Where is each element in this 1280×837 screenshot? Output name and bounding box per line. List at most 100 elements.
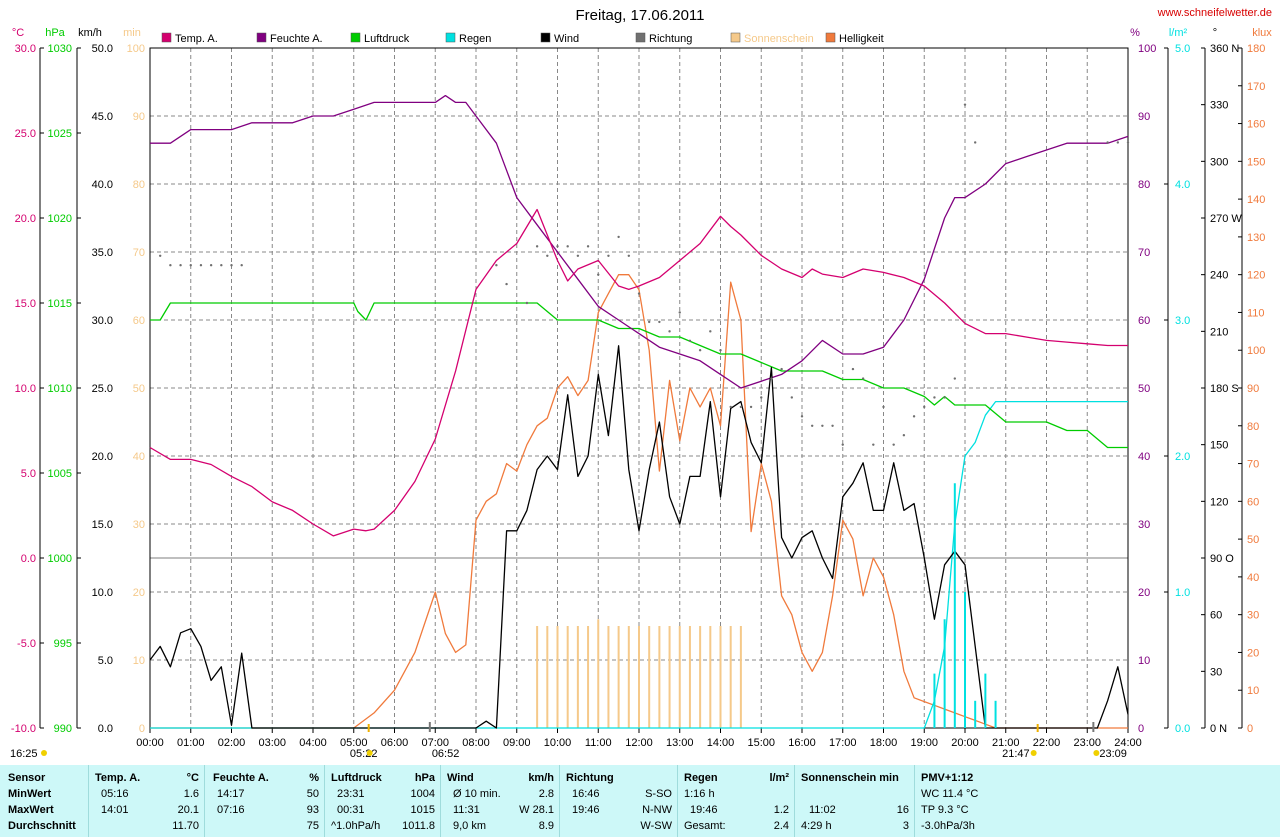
series-richtung-point [831, 424, 834, 427]
series-richtung-point [841, 443, 844, 446]
series-richtung-point [607, 254, 610, 257]
lux-axis-tick: 90 [1247, 383, 1259, 395]
series-richtung-point [637, 292, 641, 295]
x-tick-label: 07:00 [421, 737, 449, 749]
x-tick-label: 13:00 [666, 737, 694, 749]
series-richtung-point [597, 273, 600, 276]
temp-axis-tick: 10.0 [15, 383, 36, 395]
series-richtung-point [179, 264, 182, 267]
pressure-trend: ^1.0hPa/h [331, 820, 381, 832]
stats-pmv: PMV+1:12 WC 11.4 °C TP 9.3 °C -3.0hPa/3h [914, 765, 1035, 837]
humidity-min-time: 14:17 [217, 788, 245, 800]
wind-axis-tick: 50.0 [92, 43, 113, 55]
stats-pressure-unit: hPa [414, 772, 435, 784]
legend-label: Feuchte A. [270, 33, 323, 45]
lux-axis-tick: 50 [1247, 534, 1259, 546]
stats-rain-header: Regen [684, 772, 718, 784]
legend-swatch [730, 32, 741, 43]
series-richtung-point [495, 264, 498, 267]
stats-rain-unit: l/m² [769, 772, 789, 784]
humidity-axis-tick: 90 [1138, 111, 1150, 123]
direction-axis-tick: 150 [1210, 440, 1228, 452]
lux-axis-tick: 120 [1247, 270, 1265, 282]
pressure-max-value: 1015 [410, 804, 435, 816]
sunmin-axis-tick: 80 [133, 179, 145, 191]
lux-axis-tick: 40 [1247, 572, 1259, 584]
stats-pmv-header: PMV+1:12 [921, 772, 974, 784]
wind-axis-tick: 40.0 [92, 179, 113, 191]
lux-axis-tick: 100 [1247, 345, 1265, 357]
stats-panel: Sensor MinWert MaxWert Durchschnitt Temp… [0, 765, 1280, 837]
axis-unit-header: hPa [45, 27, 65, 39]
direction-max-value: N-NW [642, 804, 672, 816]
series-richtung-point [800, 415, 804, 418]
series-richtung-point [566, 245, 569, 248]
humidity-axis-tick: 100 [1138, 43, 1156, 55]
sunmin-axis-tick: 90 [133, 111, 145, 123]
legend-label: Temp. A. [175, 33, 218, 45]
temp-min-time: 05:16 [101, 788, 129, 800]
series-richtung-point [525, 301, 529, 305]
series-richtung-point [861, 377, 865, 380]
x-tick-label: 03:00 [258, 737, 286, 749]
legend-label: Richtung [649, 33, 692, 45]
lux-axis-tick: 110 [1247, 307, 1265, 319]
sunshine-duration: 4:29 h [801, 820, 832, 832]
direction-axis-tick: 300 [1210, 156, 1228, 168]
direction-axis-tick: 360 N [1210, 43, 1239, 55]
series-richtung-point [923, 405, 926, 409]
x-tick-label: 19:00 [910, 737, 938, 749]
moonrise-icon [1093, 750, 1100, 756]
lux-axis-tick: 150 [1247, 156, 1265, 168]
temp-max-time: 14:01 [101, 804, 129, 816]
rain-duration: 1:16 h [684, 788, 715, 800]
series-richtung-point [912, 415, 916, 418]
lux-axis-tick: 10 [1247, 685, 1259, 697]
direction-axis-tick: 210 [1210, 326, 1228, 338]
pressure-axis-tick: 1030 [48, 43, 72, 55]
axis-unit-header: klux [1252, 27, 1272, 39]
stats-wind-unit: km/h [528, 772, 554, 784]
pmv-pressure-trend: -3.0hPa/3h [921, 820, 975, 832]
stats-sensor: Sensor MinWert MaxWert Durchschnitt [0, 765, 88, 837]
row-label-max: MaxWert [8, 804, 54, 816]
rain-max-value: 1.2 [773, 804, 789, 816]
humidity-max-time: 07:16 [217, 804, 245, 816]
temp-axis-tick: 0.0 [21, 553, 36, 565]
x-tick-label: 10:00 [544, 737, 572, 749]
series-richtung-point [902, 434, 906, 437]
sunmin-axis-tick: 40 [133, 451, 145, 463]
sunmin-axis-tick: 100 [127, 43, 145, 55]
legend-swatch [825, 32, 836, 43]
pressure-max-time: 00:31 [337, 804, 365, 816]
direction-axis-tick: 240 [1210, 270, 1228, 282]
series-richtung-point [535, 245, 539, 248]
axis-headers: °C hPa km/h min% l/m² ° klux [12, 27, 1272, 39]
rain-total-label: Gesamt: [684, 820, 726, 832]
series-richtung-point [556, 245, 559, 248]
direction-axis-tick: 120 [1210, 496, 1228, 508]
series-richtung-point [739, 405, 743, 409]
humidity-avg-value: 75 [306, 820, 319, 832]
sunmin-axis-tick: 20 [133, 587, 145, 599]
sunrise-label: 05:22 [350, 748, 378, 760]
current-time-label: 16:25 [10, 748, 38, 760]
x-tick-label: 18:00 [870, 737, 898, 749]
sunmin-axis-tick: 60 [133, 315, 145, 327]
lux-axis-tick: 30 [1247, 610, 1259, 622]
stats-direction: Richtung 16:46 S-SO 19:46 N-NW W-SW [559, 765, 678, 837]
series-richtung-point [627, 254, 631, 257]
direction-max-time: 19:46 [572, 804, 600, 816]
legend-label: Sonnenschein [744, 33, 814, 45]
series-richtung-point [933, 396, 936, 399]
legend-label: Helligkeit [839, 33, 884, 45]
humidity-axis-tick: 40 [1138, 451, 1150, 463]
series-richtung-point [199, 264, 203, 267]
temp-max-value: 20.1 [177, 804, 199, 816]
row-label-min: MinWert [8, 788, 52, 800]
series-richtung-point [963, 103, 967, 106]
lux-axis-tick: 70 [1247, 459, 1259, 471]
series-richtung-point [953, 377, 957, 380]
left-axes: 30.025.020.015.010.05.00.0-5.0-10.010301… [11, 43, 145, 735]
x-tick-label: 16:00 [788, 737, 816, 749]
